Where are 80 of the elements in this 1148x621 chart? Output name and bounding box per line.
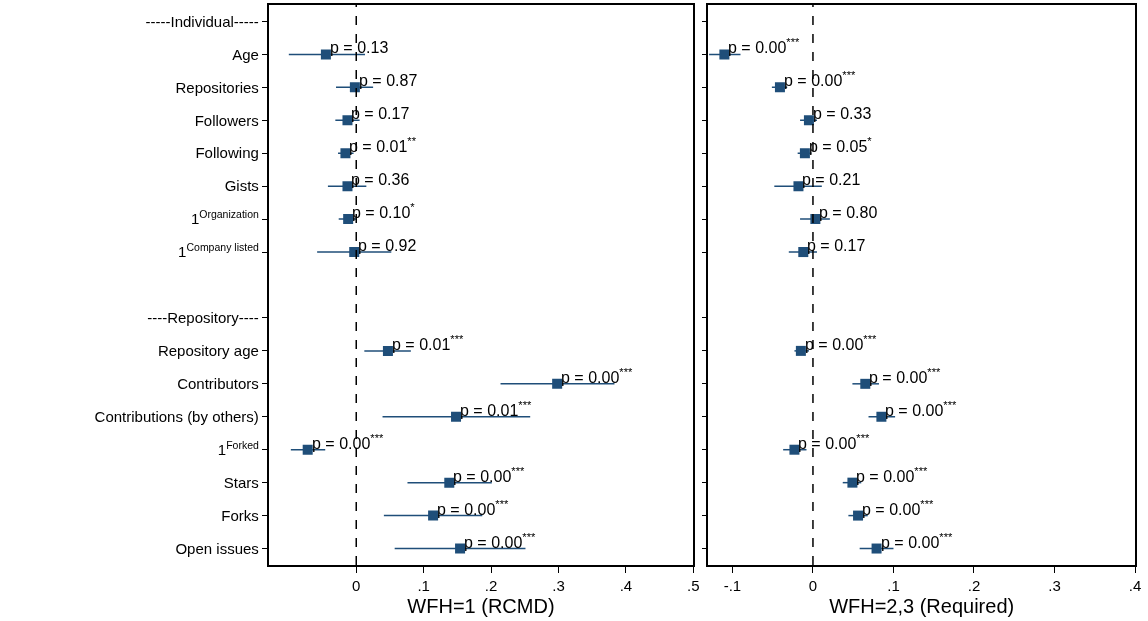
point (793, 181, 804, 192)
point (455, 543, 466, 554)
x-tick-label: .3 (552, 576, 565, 594)
x-axis-title: WFH=2,3 (Required) (829, 594, 1015, 617)
x-tick-label: .4 (1128, 576, 1142, 594)
point (789, 444, 800, 455)
y-tick-label: Stars (223, 473, 259, 491)
point (302, 444, 313, 455)
point (342, 115, 353, 126)
point (876, 411, 887, 422)
annotation: p = 0.17 (807, 237, 866, 254)
annotation: p = 0.92 (358, 237, 417, 254)
annotation: p = 0.87 (359, 72, 418, 89)
y-tick-label: Following (195, 144, 259, 162)
annotation: p = 0.00$^{***}$ (561, 366, 633, 386)
annotation: p = 0.00$^{***}$ (464, 531, 536, 551)
point (860, 378, 871, 389)
point (349, 82, 360, 93)
point (795, 345, 806, 356)
annotation: p = 0.00$^{***}$ (869, 366, 941, 386)
annotation: p = 0.00$^{***}$ (881, 531, 953, 551)
point (552, 378, 563, 389)
point (343, 214, 354, 225)
annotation: p = 0.00$^{***}$ (728, 36, 800, 56)
point (444, 477, 455, 488)
y-tick-label: Forks (221, 506, 259, 524)
annotation: p = 0.17 (351, 105, 410, 122)
point (853, 510, 864, 521)
y-tick-label: Open issues (175, 539, 259, 557)
annotation: p = 0.00$^{***}$ (784, 69, 856, 89)
point (719, 49, 730, 60)
annotation: p = 0.00$^{***}$ (453, 465, 525, 485)
x-tick-label: -.1 (723, 576, 742, 594)
annotation: p = 0.13 (330, 39, 389, 56)
point (342, 181, 353, 192)
point (320, 49, 331, 60)
point (382, 345, 393, 356)
point (803, 115, 814, 126)
y-tick-label: Gists (224, 177, 259, 195)
x-tick-label: .3 (1048, 576, 1061, 594)
point (774, 82, 785, 93)
annotation: p = 0.00$^{***}$ (862, 498, 934, 518)
y-tick-label: Repositories (175, 78, 259, 96)
annotation: p = 0.00$^{***}$ (885, 399, 957, 419)
annotation: p = 0.00$^{***}$ (798, 432, 870, 452)
point (798, 247, 809, 258)
x-tick-label: 0 (808, 576, 818, 594)
y-tick-label: Contributors (177, 375, 259, 393)
x-tick-label: 0 (352, 576, 361, 594)
annotation: p = 0.01$^{***}$ (392, 333, 464, 353)
point (340, 148, 351, 159)
annotation: p = 0.21 (802, 171, 861, 188)
y-tick-label: -----Individual----- (145, 12, 259, 30)
annotation: p = 0.33 (813, 105, 872, 122)
x-tick-label: .1 (417, 576, 430, 594)
y-tick-label: Age (232, 45, 259, 63)
y-tick-label: 1$^{Company listed}$ (178, 241, 259, 261)
y-tick-label: Followers (194, 111, 259, 129)
point (428, 510, 439, 521)
x-tick-label: .2 (967, 576, 981, 594)
annotation: p = 0.01$^{***}$ (460, 399, 532, 419)
annotation: p = 0.00$^{***}$ (856, 465, 928, 485)
x-tick-label: .5 (687, 576, 700, 594)
y-tick-label: 1$^{Organization}$ (190, 208, 259, 228)
y-tick-label: Contributions (by others) (94, 408, 259, 426)
annotation: p = 0.80 (819, 204, 878, 221)
x-axis-title: WFH=1 (RCMD) (407, 594, 555, 617)
annotation: p = 0.36 (351, 171, 410, 188)
y-tick-label: ----Repository---- (147, 309, 259, 327)
y-tick-label: Repository age (157, 342, 259, 360)
x-tick-label: .1 (887, 576, 900, 594)
point (847, 477, 858, 488)
point (451, 411, 462, 422)
annotation: p = 0.00$^{***}$ (437, 498, 509, 518)
y-tick-label: 1$^{Forked}$ (217, 438, 259, 458)
annotation: p = 0.10$^{*}$ (352, 201, 416, 221)
annotation: p = 0.00$^{***}$ (312, 432, 384, 452)
x-tick-label: .2 (484, 576, 498, 594)
point (871, 543, 882, 554)
x-tick-label: .4 (619, 576, 633, 594)
